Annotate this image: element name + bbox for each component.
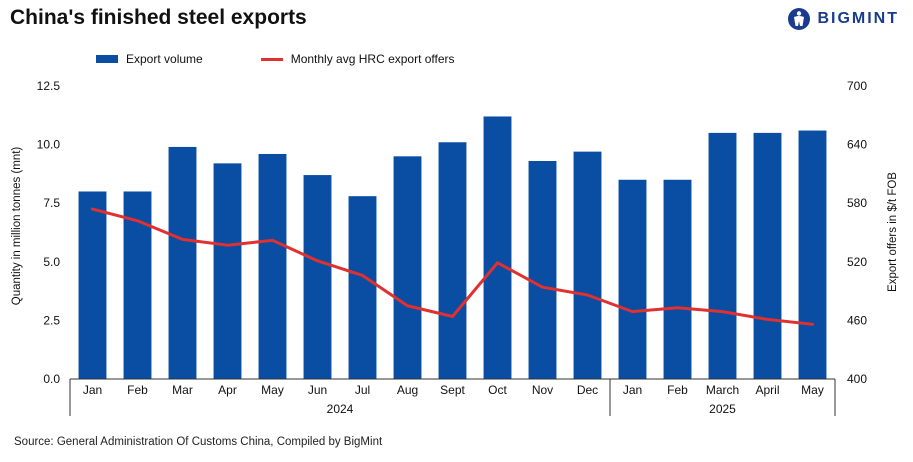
line-series [91, 207, 814, 326]
y-tick-label-left: 2.5 [43, 313, 60, 327]
right-axis-ticks: 400 460 520 580 640 700 [847, 79, 867, 386]
y-tick-label-left: 10.0 [37, 138, 61, 152]
y-tick-label-right: 580 [847, 196, 867, 210]
y-tick-label-right: 520 [847, 255, 867, 269]
chart-title: China's finished steel exports [10, 6, 307, 29]
bar [483, 116, 512, 380]
bar [753, 132, 782, 379]
bar [123, 191, 152, 379]
legend-label-hrc-offers: Monthly avg HRC export offers [290, 52, 455, 66]
x-tick-label: Jan [83, 383, 102, 397]
x-tick-label: May [261, 383, 284, 397]
y-tick-label-left: 0.0 [43, 372, 60, 386]
x-tick-label: Dec [577, 383, 598, 397]
bar [303, 175, 332, 379]
y-tick-label-right: 400 [847, 372, 867, 386]
y-tick-label-right: 700 [847, 79, 867, 93]
legend-bar-swatch [96, 55, 118, 63]
left-axis-ticks: 0.0 2.5 5.0 7.5 10.0 12.5 [37, 79, 61, 386]
x-tick-label: Apr [218, 383, 237, 397]
x-tick-label: Feb [127, 383, 148, 397]
bigmint-logo-icon [788, 8, 811, 30]
x-tick-label: May [801, 383, 824, 397]
x-tick-label: Sept [440, 383, 465, 397]
legend: Export volume Monthly avg HRC export off… [96, 52, 513, 66]
y-tick-label-right: 460 [847, 313, 867, 327]
y-tick-label-left: 5.0 [43, 255, 60, 269]
x-tick-label: Jan [623, 383, 642, 397]
brand-logo: BIGMINT [787, 7, 899, 31]
chart-area: 0.02.55.07.510.012.5 400460520580640700 … [11, 79, 899, 416]
bar-series [78, 116, 827, 380]
bar [573, 151, 602, 379]
bar [78, 191, 107, 379]
bar [168, 146, 197, 379]
x-axis: Jan Feb Mar Apr May Jun Jul Aug Sept Oct Nov Dec Jan… [69, 378, 836, 416]
x-tick-label: Nov [532, 383, 553, 397]
source-note: Source: General Administration Of Custom… [14, 436, 383, 448]
brand-name: BIGMINT [817, 10, 899, 27]
legend-item-export-volume: Export volume [96, 52, 203, 66]
bar [528, 161, 557, 379]
x-tick-label: Aug [397, 383, 418, 397]
x-tick-label: April [755, 383, 779, 397]
y-tick-label-right: 640 [847, 138, 867, 152]
bar [258, 153, 287, 379]
legend-line-swatch [260, 57, 283, 61]
x-tick-label: Jun [308, 383, 327, 397]
y-axis-label-right: Export offers in $/t FOB [887, 172, 899, 292]
bar [438, 142, 467, 379]
bar [708, 132, 737, 379]
x-year-label: 2024 [327, 402, 354, 416]
bar [798, 130, 827, 379]
legend-item-hrc-offers: Monthly avg HRC export offers [260, 52, 455, 66]
x-tick-label: Mar [172, 383, 193, 397]
x-tick-label: Oct [488, 383, 507, 397]
x-tick-label: Feb [667, 383, 688, 397]
y-axis-label-left: Quantity in million tonnes (mnt) [11, 147, 23, 306]
bar [393, 156, 422, 379]
bar [213, 163, 242, 379]
x-year-label: 2025 [709, 402, 736, 416]
x-tick-label: March [706, 383, 739, 397]
bar [618, 179, 647, 379]
x-tick-label: Jul [355, 383, 370, 397]
y-tick-label-left: 12.5 [37, 79, 61, 93]
legend-label-export-volume: Export volume [126, 52, 203, 66]
bar [663, 179, 692, 379]
hrc-offer-line [91, 207, 814, 326]
y-tick-label-left: 7.5 [43, 196, 60, 210]
bar [348, 196, 377, 379]
